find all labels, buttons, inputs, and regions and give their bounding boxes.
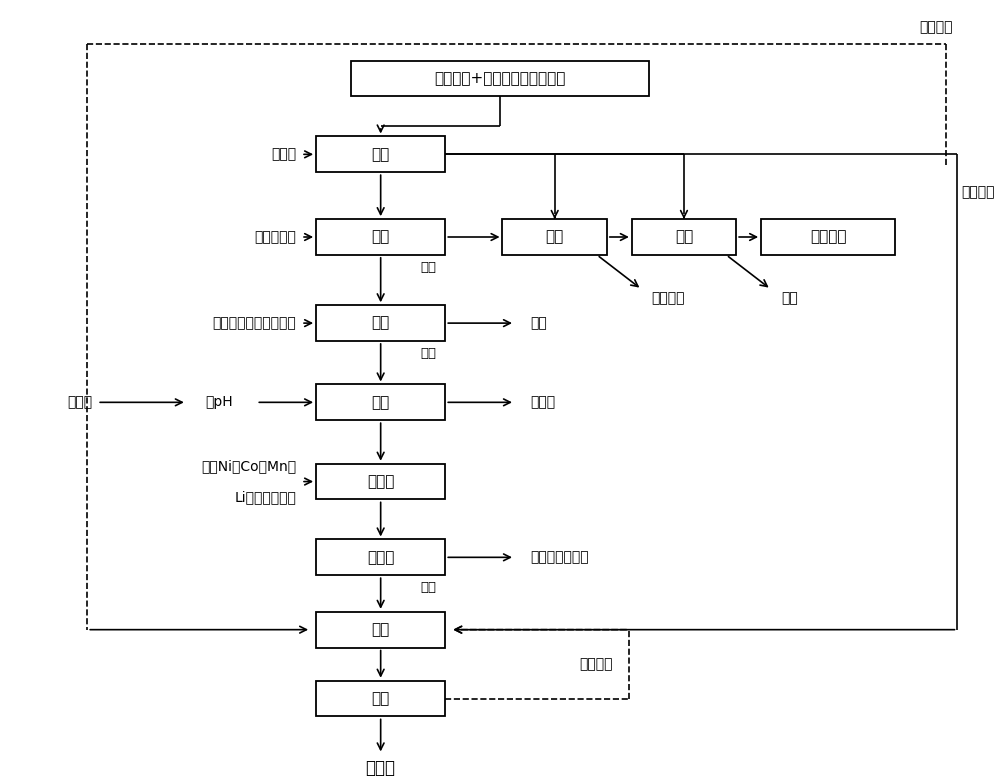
Text: 石墨: 石墨 [530, 316, 547, 330]
FancyBboxPatch shape [316, 136, 445, 172]
FancyBboxPatch shape [761, 219, 895, 255]
Text: 碳酸氢钠: 碳酸氢钠 [919, 20, 952, 34]
Text: 沉淀: 沉淀 [372, 622, 390, 637]
FancyBboxPatch shape [316, 612, 445, 648]
Text: 调比例: 调比例 [367, 474, 394, 489]
Text: 酸浸: 酸浸 [372, 316, 390, 331]
Text: 沉淀: 沉淀 [546, 230, 564, 245]
FancyBboxPatch shape [351, 60, 649, 96]
Text: 沉淀: 沉淀 [675, 230, 693, 245]
Text: 硫化钠: 硫化钠 [67, 395, 92, 409]
Text: 碳酸钠: 碳酸钠 [271, 147, 296, 162]
Text: 滤渣: 滤渣 [420, 261, 436, 274]
FancyBboxPatch shape [316, 681, 445, 717]
Text: 培烧: 培烧 [372, 147, 390, 162]
Text: 二次处理: 二次处理 [580, 657, 613, 671]
FancyBboxPatch shape [316, 384, 445, 420]
Text: 二氧化碳: 二氧化碳 [962, 185, 995, 199]
FancyBboxPatch shape [316, 539, 445, 575]
Text: 硅酸: 硅酸 [781, 292, 798, 305]
FancyBboxPatch shape [502, 219, 607, 255]
FancyBboxPatch shape [316, 219, 445, 255]
Text: 滤液: 滤液 [420, 581, 436, 594]
Text: 氢氧化铝: 氢氧化铝 [652, 292, 685, 305]
Text: 镍钴锰氢氧化物: 镍钴锰氢氧化物 [530, 550, 588, 564]
Text: 共沉淀: 共沉淀 [367, 550, 394, 564]
Text: 碳酸锂: 碳酸锂 [366, 759, 396, 777]
Text: 碱溶: 碱溶 [372, 230, 390, 245]
Text: 洗涤: 洗涤 [372, 691, 390, 706]
Text: Li的化合物比例: Li的化合物比例 [234, 490, 296, 503]
Text: 滤液: 滤液 [420, 347, 436, 360]
Text: 除杂: 除杂 [372, 395, 390, 410]
Text: 添加Ni、Co、Mn、: 添加Ni、Co、Mn、 [201, 459, 296, 474]
Text: 硅碳负极+镍钴锰酸锂正极材料: 硅碳负极+镍钴锰酸锂正极材料 [434, 71, 566, 86]
FancyBboxPatch shape [632, 219, 736, 255]
Text: 浓缩结晶: 浓缩结晶 [810, 230, 846, 245]
Text: 稀氢氧化钠: 稀氢氧化钠 [254, 230, 296, 244]
FancyBboxPatch shape [316, 463, 445, 499]
Text: 稀硫酸、盐酸及有机酸: 稀硫酸、盐酸及有机酸 [212, 316, 296, 330]
Text: 调pH: 调pH [206, 395, 233, 409]
FancyBboxPatch shape [316, 305, 445, 341]
Text: 硫化铜: 硫化铜 [530, 395, 555, 409]
